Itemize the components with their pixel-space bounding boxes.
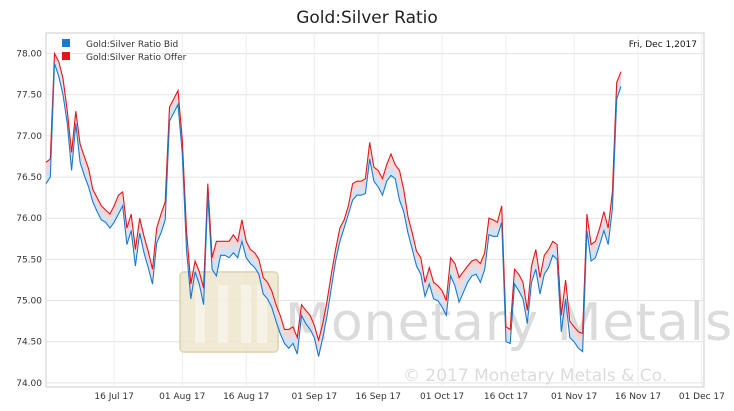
y-tick-label: 75.00	[16, 297, 42, 307]
series-lines	[45, 51, 622, 357]
current-date-label: Fri, Dec 1,2017	[629, 40, 697, 50]
chart-title: Gold:Silver Ratio	[296, 8, 438, 28]
x-tick-label: 01 Nov 17	[551, 392, 597, 402]
x-tick-label: 16 Nov 17	[615, 392, 661, 402]
legend: Gold:Silver Ratio Bid Gold:Silver Ratio …	[62, 39, 187, 63]
offer-line	[45, 51, 622, 343]
x-tick-label: 16 Jul 17	[94, 392, 134, 402]
y-tick-label: 74.50	[16, 338, 42, 348]
legend-swatch-offer	[62, 52, 70, 60]
watermark-brand: Monetary Metals	[285, 293, 733, 353]
x-tick-label: 16 Oct 17	[484, 392, 528, 402]
x-axis-labels: 16 Jul 17 01 Aug 17 16 Aug 17 01 Sep 17 16 S…	[94, 392, 725, 402]
legend-label-offer: Gold:Silver Ratio Offer	[86, 53, 187, 63]
x-tick-label: 01 Sep 17	[292, 392, 338, 402]
y-tick-label: 75.50	[16, 255, 42, 265]
x-tick-label: 16 Sep 17	[355, 392, 401, 402]
y-tick-label: 76.50	[16, 173, 42, 183]
x-tick-label: 16 Aug 17	[223, 392, 269, 402]
y-tick-label: 76.00	[16, 214, 42, 224]
y-tick-label: 78.00	[16, 50, 42, 60]
y-tick-label: 74.00	[16, 379, 42, 389]
x-tick-label: 01 Aug 17	[159, 392, 205, 402]
y-tick-label: 77.50	[16, 91, 42, 101]
y-tick-label: 77.00	[16, 132, 42, 142]
y-axis-labels: 74.00 74.50 75.00 75.50 76.00 76.50 77.00 77.50…	[16, 50, 42, 389]
bid-line	[45, 63, 622, 357]
x-tick-label: 01 Dec 17	[679, 392, 725, 402]
x-tick-label: 01 Oct 17	[420, 392, 464, 402]
plot-area	[45, 32, 705, 388]
watermark-copyright: © 2017 Monetary Metals & Co.	[403, 366, 667, 386]
legend-swatch-bid	[62, 39, 70, 47]
legend-label-bid: Gold:Silver Ratio Bid	[86, 40, 178, 50]
